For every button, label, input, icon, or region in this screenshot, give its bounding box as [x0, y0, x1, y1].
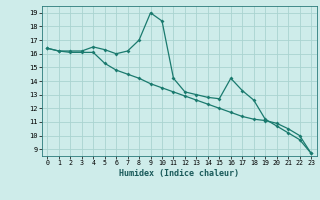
X-axis label: Humidex (Indice chaleur): Humidex (Indice chaleur): [119, 169, 239, 178]
